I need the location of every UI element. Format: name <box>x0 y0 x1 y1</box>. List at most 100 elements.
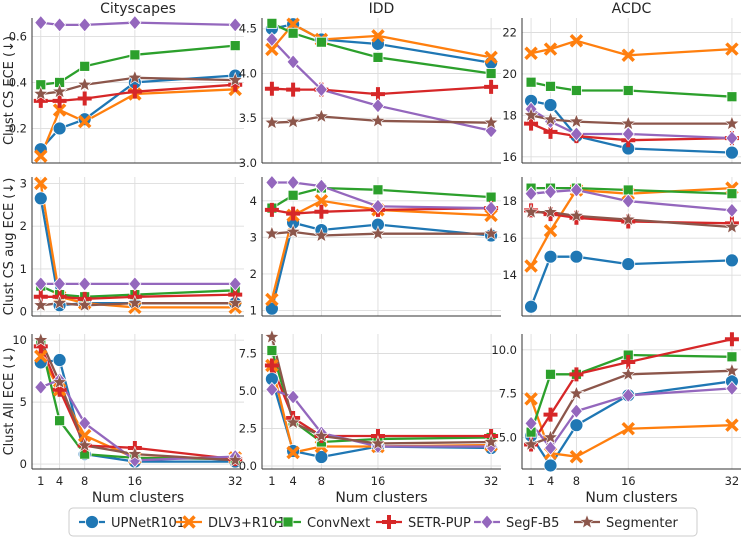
x-tick-label: 16 <box>371 474 386 488</box>
y-tick-label: 0 <box>20 305 27 319</box>
point-Segmenter <box>32 331 49 347</box>
point-ConvNext <box>485 68 497 79</box>
point-SegF-B5 <box>78 17 92 33</box>
y-axis-label: Clust CS aug ECE (↓) <box>2 178 17 316</box>
y-tick-label: 14 <box>502 268 517 282</box>
point-UPNetR101 <box>543 249 558 264</box>
legend-marker <box>579 513 595 529</box>
point-SegF-B5 <box>265 381 279 398</box>
column-title: Cityscapes <box>100 1 176 17</box>
point-Segmenter <box>51 294 68 310</box>
point-ConvNext <box>372 51 384 63</box>
point-SegF-B5 <box>286 389 300 405</box>
point-SegF-B5 <box>621 193 635 209</box>
point-Segmenter <box>285 414 302 430</box>
point-Segmenter <box>313 108 330 124</box>
point-UPNetR101 <box>524 299 538 314</box>
x-tick-label: 8 <box>318 474 325 488</box>
point-UPNetR101 <box>33 191 48 206</box>
point-Segmenter <box>542 429 559 445</box>
panel-1-0: 0 1 2 3 <box>20 176 244 319</box>
point-Segmenter <box>523 436 539 452</box>
point-UPNetR101 <box>621 257 636 272</box>
point-Segmenter <box>51 373 68 390</box>
column-title: ACDC <box>612 1 652 17</box>
point-SegF-B5 <box>725 130 739 146</box>
legend-label: SegF-B5 <box>506 516 559 531</box>
x-axis-label: Num clusters <box>92 490 184 506</box>
panel-1-1: 1 2 3 4 <box>250 174 501 318</box>
legend-label: SETR-PUP <box>408 516 471 531</box>
point-Segmenter <box>542 111 559 127</box>
x-tick-label: 32 <box>228 474 243 488</box>
point-SegF-B5 <box>725 202 739 218</box>
point-Segmenter <box>483 114 500 130</box>
point-Segmenter <box>620 115 637 131</box>
line-SETR-PUP <box>270 365 492 438</box>
point-Segmenter <box>285 223 302 239</box>
point-DLV3+R101 <box>286 445 300 460</box>
point-SegF-B5 <box>524 186 538 202</box>
point-SegF-B5 <box>265 31 279 48</box>
point-SegF-B5 <box>524 415 538 432</box>
point-DLV3+R101 <box>543 224 558 238</box>
point-ConvNext <box>315 36 327 48</box>
y-tick-label: 18 <box>502 108 517 122</box>
point-DLV3+R101 <box>621 48 635 63</box>
y-tick-label: 1 <box>20 262 27 276</box>
panel-2-1: 0.0 2.5 5.0 7.5 1 4 8 16 32 Num clusters <box>239 328 501 506</box>
y-tick-label: 3.0 <box>239 156 257 170</box>
y-tick-label: 1 <box>250 304 257 318</box>
point-Segmenter <box>32 296 49 313</box>
point-SegF-B5 <box>543 440 558 456</box>
line-Segmenter <box>270 336 492 445</box>
y-tick-label: 16 <box>502 150 517 164</box>
point-DLV3+R101 <box>524 46 538 60</box>
point-DLV3+R101 <box>77 428 92 443</box>
x-tick-label: 4 <box>56 474 63 488</box>
point-ConvNext <box>287 27 299 39</box>
legend-marker <box>182 515 196 529</box>
point-SETR-PUP <box>286 82 301 97</box>
legend-marker <box>382 515 396 529</box>
point-SETR-PUP <box>264 81 279 96</box>
y-tick-label: 2.5 <box>239 422 257 436</box>
point-ConvNext <box>79 60 91 72</box>
y-tick-label: 22 <box>502 26 517 40</box>
point-DLV3+R101 <box>52 103 67 117</box>
x-tick-label: 1 <box>37 474 44 488</box>
point-Segmenter <box>126 294 143 310</box>
point-SETR-PUP <box>264 358 279 373</box>
point-Segmenter <box>370 435 386 451</box>
point-Segmenter <box>227 451 244 468</box>
point-ConvNext <box>726 351 738 363</box>
point-ConvNext <box>129 49 141 61</box>
point-SETR-PUP <box>286 206 301 221</box>
point-SegF-B5 <box>484 200 498 216</box>
point-SegF-B5 <box>228 17 242 33</box>
point-Segmenter <box>313 427 330 443</box>
point-SegF-B5 <box>569 182 583 198</box>
point-UPNetR101 <box>314 450 329 464</box>
point-SegF-B5 <box>543 184 558 200</box>
point-Segmenter <box>76 437 93 453</box>
y-tick-label: 0.0 <box>239 459 257 473</box>
legend: UPNetR101 DLV3+R101 ConvNext SETR-PUP SegF-B… <box>68 507 698 537</box>
line-DLV3+R101 <box>39 183 236 309</box>
point-Segmenter <box>227 71 244 87</box>
point-DLV3+R101 <box>524 259 538 273</box>
point-Segmenter <box>263 328 280 344</box>
point-SegF-B5 <box>34 276 48 292</box>
point-Segmenter <box>724 115 740 131</box>
point-SegF-B5 <box>621 126 635 142</box>
legend-label: Segmenter <box>606 516 678 531</box>
y-tick-label: 0.2 <box>9 121 27 135</box>
point-ConvNext <box>54 415 65 427</box>
point-SETR-PUP <box>524 116 539 131</box>
point-Segmenter <box>76 296 93 313</box>
legend-marker <box>282 516 294 528</box>
y-tick-label: 4 <box>250 194 257 208</box>
point-DLV3+R101 <box>484 50 498 65</box>
x-tick-label: 32 <box>725 474 740 488</box>
legend-marker <box>480 514 494 530</box>
